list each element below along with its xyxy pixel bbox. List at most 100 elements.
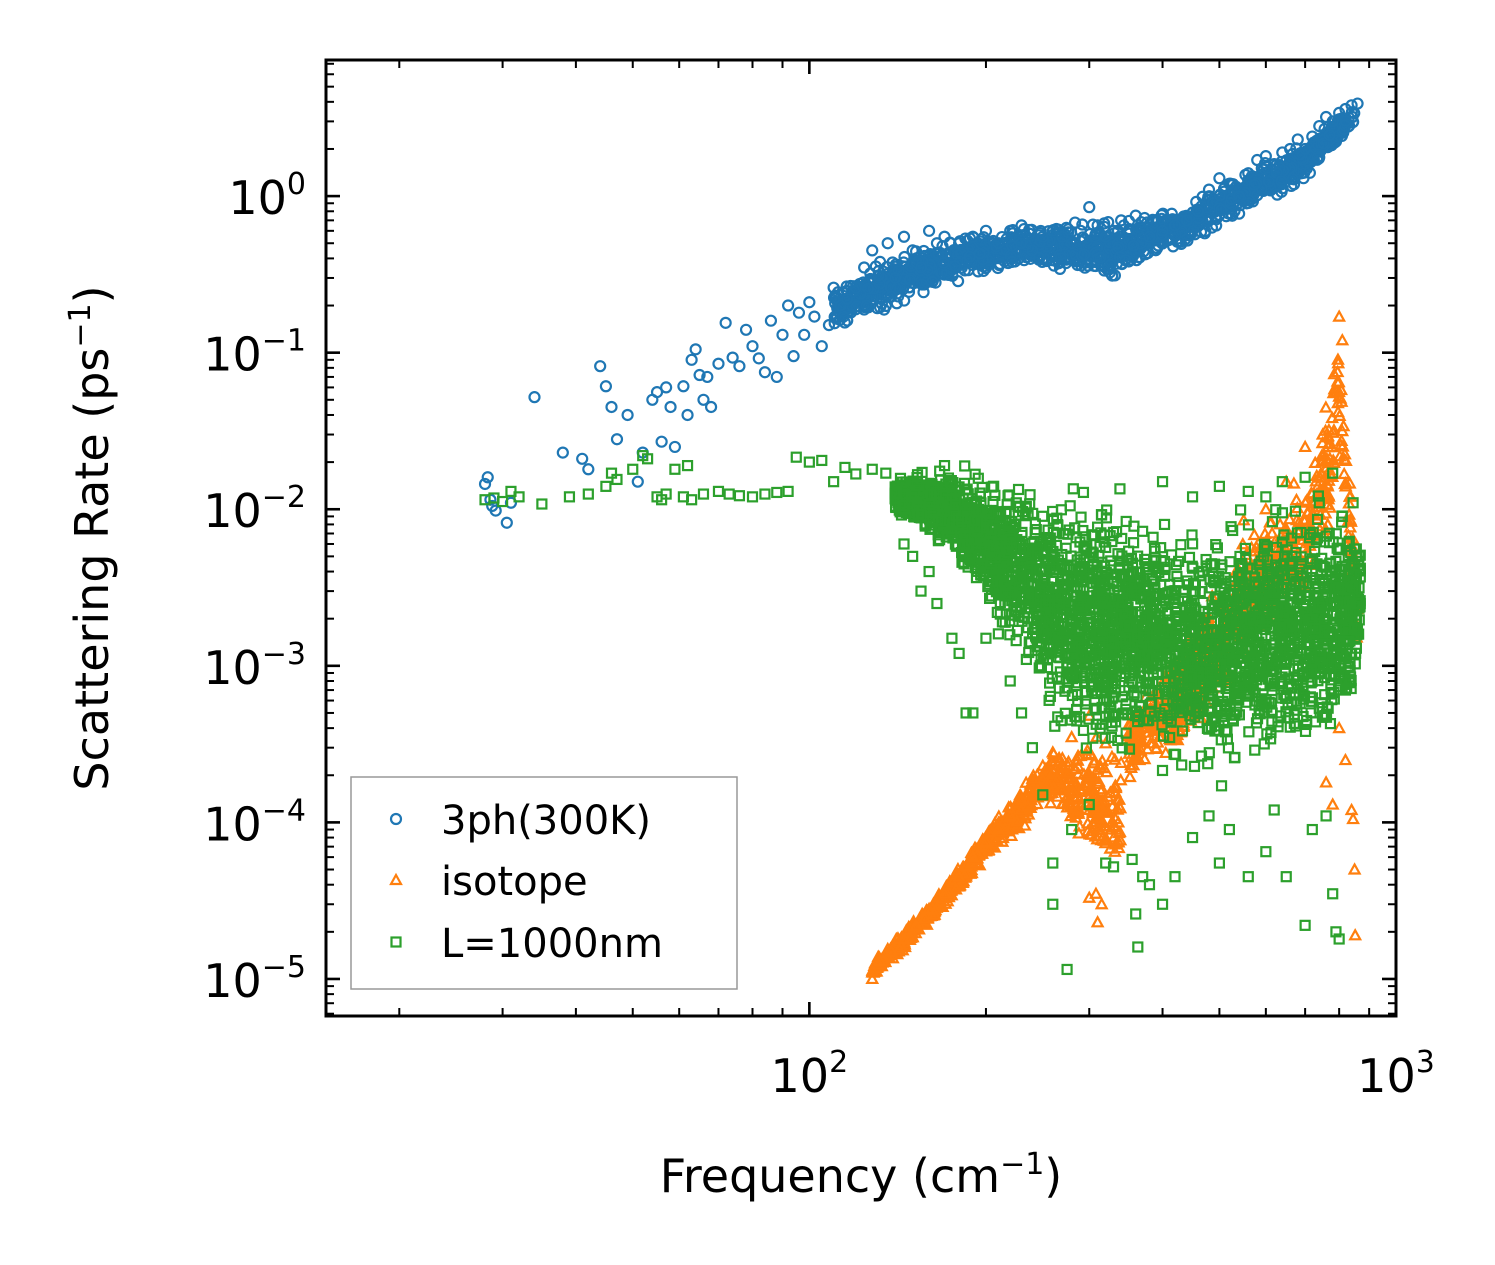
data-point [872, 269, 885, 282]
data-point [1317, 137, 1330, 150]
data-point [1022, 783, 1037, 796]
data-point [1307, 526, 1319, 538]
data-point [1325, 797, 1340, 810]
data-point [776, 328, 789, 341]
data-point [1215, 203, 1228, 217]
data-point [1338, 475, 1353, 489]
data-point [1250, 717, 1263, 729]
data-point [927, 907, 942, 920]
data-point [897, 931, 911, 945]
data-point [1064, 771, 1079, 784]
data-point [1055, 796, 1070, 810]
data-point [959, 866, 973, 879]
data-point [922, 224, 936, 237]
data-point [984, 592, 996, 605]
data-point [909, 918, 923, 931]
data-point [1062, 765, 1077, 778]
data-point [1113, 801, 1128, 814]
data-point [631, 475, 644, 488]
data-point [712, 357, 725, 370]
data-point [1056, 230, 1069, 243]
data-point [668, 440, 682, 454]
data-point [1105, 749, 1119, 762]
data-point [1259, 150, 1272, 163]
data-point [1343, 535, 1355, 547]
data-point [697, 393, 710, 406]
data-point [1010, 634, 1022, 647]
data-point [1050, 772, 1065, 785]
data-point [1262, 175, 1275, 188]
data-point [914, 261, 928, 274]
data-point [1110, 243, 1124, 256]
data-point [873, 953, 887, 967]
data-point [1172, 235, 1185, 248]
data-point [972, 857, 987, 871]
data-point [1211, 542, 1223, 554]
data-point [949, 882, 963, 895]
data-point [726, 351, 739, 364]
data-point [1074, 224, 1087, 237]
data-point [1325, 410, 1340, 424]
data-point [1232, 189, 1246, 203]
data-point [1287, 476, 1301, 489]
data-point [1309, 716, 1322, 728]
data-point [500, 516, 513, 529]
data-point [1150, 242, 1164, 255]
data-point [1098, 835, 1113, 849]
data-point [991, 822, 1006, 835]
data-point [1331, 352, 1345, 365]
data-point [849, 281, 862, 294]
data-point [921, 264, 934, 277]
data-point [1061, 754, 1076, 767]
data-point [1282, 511, 1297, 525]
data-point [966, 849, 980, 863]
data-point [1014, 792, 1029, 805]
data-point [1319, 775, 1333, 788]
data-point [1275, 175, 1288, 188]
data-point [1077, 767, 1091, 780]
data-point [1242, 167, 1255, 180]
data-point [1332, 720, 1347, 734]
data-point [892, 941, 907, 955]
data-point [1314, 466, 1328, 479]
data-point [1119, 254, 1132, 267]
data-point [1146, 697, 1158, 709]
data-point [798, 328, 811, 341]
data-point [1112, 734, 1124, 747]
data-point [1133, 725, 1148, 739]
data-point [681, 408, 694, 422]
data-point [897, 256, 910, 269]
data-point [1054, 251, 1067, 265]
data-point [1125, 726, 1139, 739]
data-point [1180, 214, 1193, 227]
data-point [1311, 513, 1324, 525]
data-point [1035, 758, 1050, 771]
data-point [1088, 829, 1103, 842]
data-point [1096, 556, 1108, 568]
data-point [1045, 745, 1060, 758]
data-point [770, 370, 783, 384]
data-point [1021, 807, 1036, 820]
data-point [1109, 822, 1124, 835]
data-point [1054, 781, 1069, 795]
data-point [1247, 527, 1262, 541]
data-point [1327, 422, 1341, 436]
data-point [867, 282, 880, 295]
data-point [1114, 483, 1126, 495]
data-point [556, 446, 569, 459]
data-point [1005, 231, 1018, 244]
data-point [922, 901, 936, 915]
data-point [1334, 382, 1349, 396]
data-point [1158, 730, 1170, 742]
data-point [1097, 818, 1112, 832]
data-point [1124, 760, 1139, 773]
data-point [1064, 729, 1079, 743]
data-point [1144, 698, 1156, 710]
data-point [1158, 518, 1171, 531]
data-point [1346, 811, 1360, 825]
data-point [962, 561, 974, 573]
data-point [1243, 726, 1255, 738]
data-point [1311, 150, 1324, 164]
data-point [1291, 133, 1304, 146]
data-point [899, 923, 914, 936]
